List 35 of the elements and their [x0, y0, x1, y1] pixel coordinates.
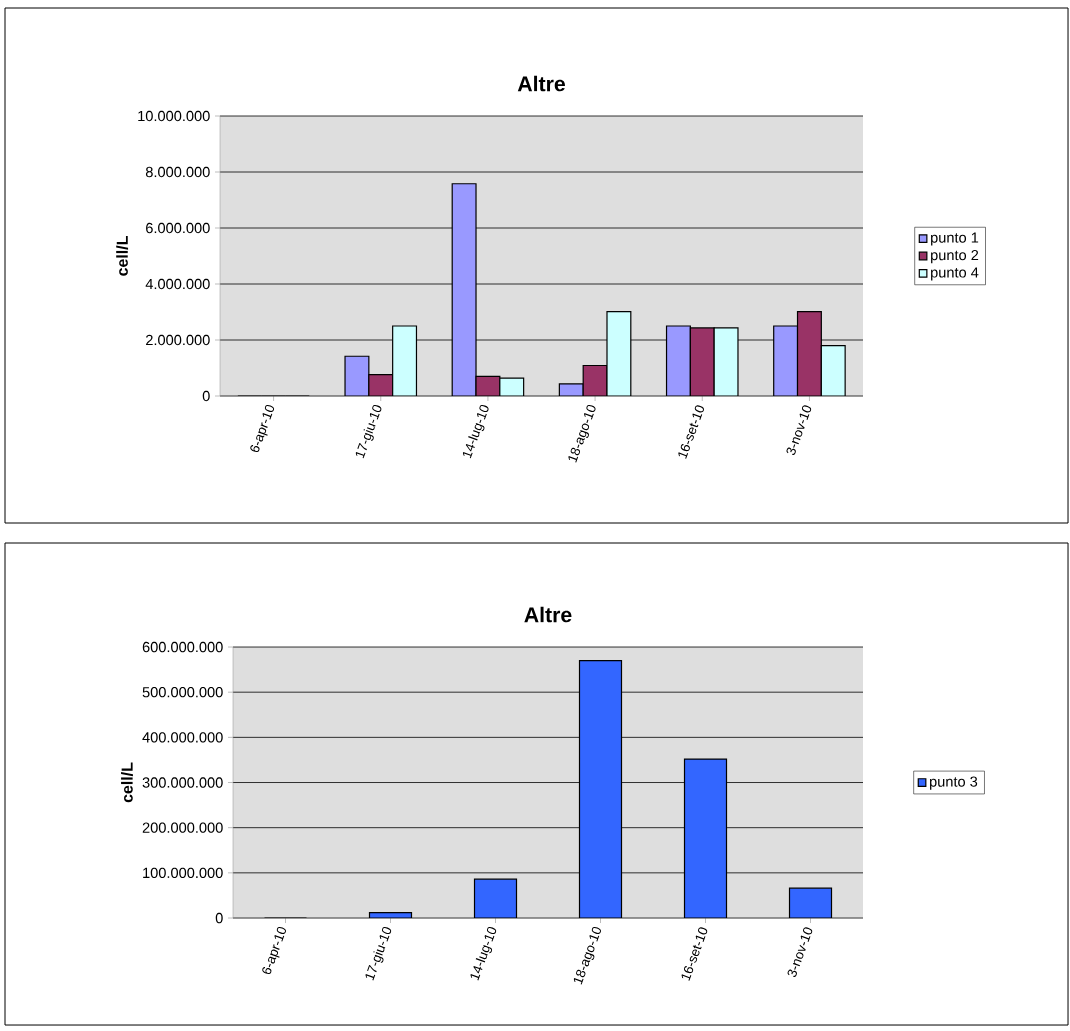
bar — [606, 311, 632, 397]
legend-label: punto 3 — [930, 776, 978, 790]
bar — [451, 183, 477, 397]
bar — [392, 325, 418, 397]
bar — [796, 311, 822, 397]
bar — [665, 325, 691, 397]
legend-label: punto 2 — [931, 249, 979, 264]
y-tick-label: 500.000.000 — [142, 687, 223, 698]
bar — [773, 325, 799, 397]
y-tick-label: 2.000.000 — [146, 334, 210, 346]
bar — [683, 758, 728, 919]
y-axis-title: cell/L — [121, 762, 133, 803]
y-tick-label: 6.000.000 — [146, 222, 210, 234]
y-tick-label: 10.000.000 — [138, 110, 210, 122]
legend-label: punto 1 — [931, 232, 979, 246]
y-tick-label: 0 — [215, 912, 223, 924]
y-tick-label: 8.000.000 — [145, 166, 210, 178]
bar — [578, 659, 623, 919]
bar — [713, 327, 739, 397]
bar — [368, 374, 394, 397]
bar — [473, 878, 518, 919]
bar — [689, 327, 715, 397]
y-tick-label: 4.000.000 — [145, 278, 210, 290]
y-axis-title: cell/L — [116, 236, 129, 276]
y-tick-label: 0 — [202, 390, 210, 402]
y-tick-label: 100.000.000 — [143, 867, 223, 879]
y-tick-label: 200.000.000 — [142, 822, 223, 833]
chart-title: Altre — [517, 75, 565, 92]
bar — [788, 887, 833, 919]
y-tick-label: 600.000.000 — [142, 641, 223, 653]
y-tick-label: 300.000.000 — [142, 777, 223, 788]
legend-label: punto 4 — [931, 267, 979, 281]
bar — [820, 345, 846, 397]
y-tick-label: 400.000.000 — [142, 732, 223, 743]
chart-title: Altre — [524, 606, 572, 623]
